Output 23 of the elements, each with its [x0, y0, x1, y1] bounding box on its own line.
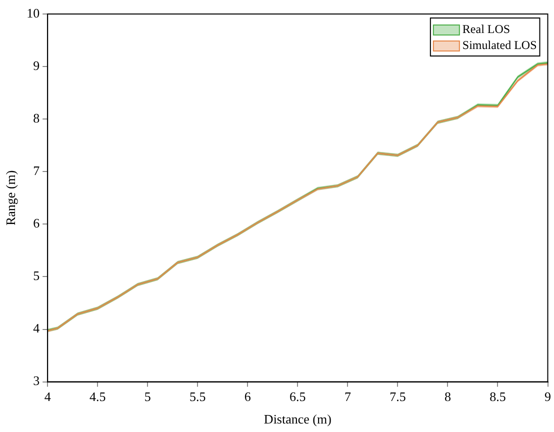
x-tick-label: 4.5 — [89, 389, 106, 404]
y-tick-label: 4 — [33, 320, 40, 336]
x-axis-title: Distance (m) — [264, 412, 332, 427]
x-tick-label: 4 — [44, 389, 52, 404]
x-tick-label: 5.5 — [190, 389, 206, 404]
y-tick-label: 6 — [33, 216, 40, 231]
x-tick-label: 5 — [144, 389, 151, 404]
x-tick-label: 7.5 — [390, 389, 406, 404]
x-tick-label: 6.5 — [290, 389, 306, 404]
y-tick-label: 3 — [33, 373, 40, 388]
y-axis-title: Range (m) — [3, 170, 18, 226]
y-tick-label: 10 — [26, 5, 40, 20]
x-tick-label: 7 — [344, 389, 352, 404]
legend-label: Real LOS — [462, 22, 510, 36]
x-tick-label: 8.5 — [490, 389, 506, 404]
y-tick-label: 5 — [33, 268, 40, 284]
legend-label: Simulated LOS — [462, 38, 537, 52]
x-tick-label: 6 — [244, 389, 252, 404]
y-tick-label: 7 — [33, 163, 40, 178]
y-tick-label: 9 — [33, 58, 40, 73]
x-tick-label: 9 — [544, 389, 551, 404]
y-tick-label: 8 — [33, 110, 40, 126]
x-tick-label: 8 — [444, 389, 451, 404]
